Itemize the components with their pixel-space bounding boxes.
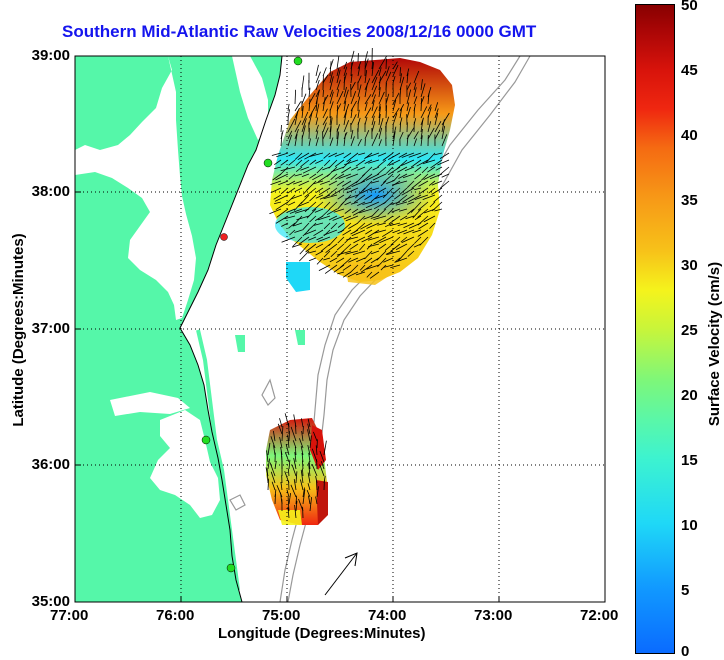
y-tick-label: 36:00 [8,456,70,473]
colorbar-tick: 30 [681,257,698,274]
station-marker-inactive [221,234,228,241]
y-tick-label: 38:00 [8,183,70,200]
velocity-vector [414,108,415,118]
x-tick-label: 72:00 [580,607,618,624]
colorbar-label: Surface Velocity (cm/s) [706,262,723,426]
colorbar-tick: 10 [681,517,698,534]
velocity-vector [386,59,387,70]
colorbar [635,4,675,654]
station-marker [294,57,302,65]
velocity-vector [289,431,290,441]
velocity-vector [281,125,282,132]
x-tick-label: 73:00 [474,607,512,624]
colorbar-tick: 35 [681,192,698,209]
station-marker [202,436,210,444]
colorbar-tick: 25 [681,322,698,339]
colorbar-tick: 45 [681,62,698,79]
velocity-vector [296,425,297,434]
y-axis-label: Latitude (Degrees:Minutes) [10,233,27,426]
y-tick-label: 39:00 [8,47,70,64]
colorbar-tick: 50 [681,0,698,14]
y-tick-label: 35:00 [8,593,70,610]
velocity-vector [275,494,276,504]
chart-title: Southern Mid-Atlantic Raw Velocities 200… [62,22,536,42]
colorbar-tick: 5 [681,582,689,599]
velocity-vector [323,90,324,97]
x-tick-label: 75:00 [262,607,300,624]
station-marker [264,159,272,167]
colorbar-tick: 40 [681,127,698,144]
colorbar-tick: 20 [681,387,698,404]
velocity-vector [400,67,401,76]
x-tick-label: 76:00 [156,607,194,624]
x-tick-label: 74:00 [368,607,406,624]
x-axis-label: Longitude (Degrees:Minutes) [218,625,426,642]
colorbar-tick: 0 [681,643,689,660]
station-marker [227,564,235,572]
colorbar-tick: 15 [681,452,698,469]
